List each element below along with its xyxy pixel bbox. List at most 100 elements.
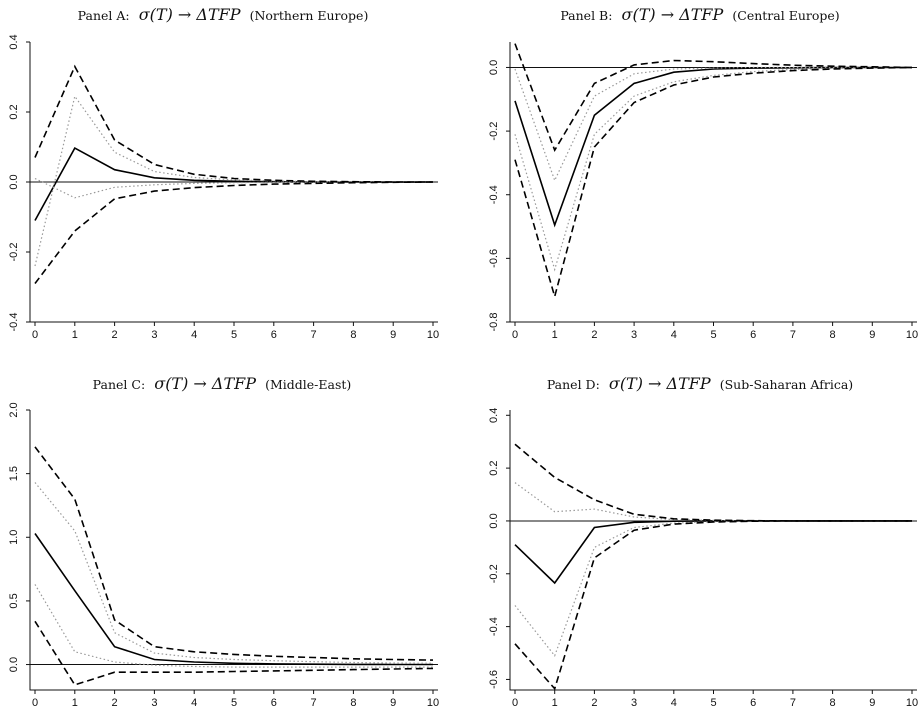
panel-a-title-symbol: σ(T) → ΔTFP [139,5,241,24]
panel-d-xtick-label: 6 [750,697,756,709]
panel-c-series-dotted-1 [34,482,434,664]
panel-b-title: Panel B: σ(T) → ΔTFP (Central Europe) [560,5,839,24]
panel-d-xtick-label: 4 [671,697,677,709]
panel-a-xtick-label: 1 [72,329,78,341]
panel-d-axes [509,410,917,691]
panel-a-xtick-label: 4 [191,329,197,341]
panel-b-xtick-label: 8 [830,329,836,341]
panel-b-xtick-label: 6 [750,329,756,341]
panel-d-xtick-label: 9 [869,697,875,709]
panel-d-xtick-label: 3 [631,697,637,709]
panel-b-xtick-label: 4 [671,329,677,341]
panel-b: Panel B: σ(T) → ΔTFP (Central Europe) -0… [488,5,918,341]
panel-b-ytick-label: -0.8 [488,313,500,332]
panel-b-xtick-label: 9 [869,329,875,341]
panel-d-xtick-label: 5 [710,697,716,709]
panel-a-series-dashed-3 [34,64,433,183]
panel-c-ytick-label: 0.0 [8,657,20,672]
panel-b-title-label: Panel B: [560,8,612,23]
panel-d-ytick-label: 0.4 [488,408,500,423]
panel-d-ytick-label: -0.4 [488,617,500,636]
panel-c-xtick-label: 10 [427,697,439,709]
panel-b-title-region: (Central Europe) [732,8,839,23]
panel-c-xtick-label: 1 [72,697,78,709]
panel-c-series-solid-0 [34,533,433,666]
panel-d-ytick-label: 0.0 [488,513,500,528]
panel-c-xtick-label: 9 [390,697,396,709]
panel-d-xtick-label: 8 [830,697,836,709]
panel-c-xtick-label: 3 [151,697,157,709]
panel-c-title: Panel C: σ(T) → ΔTFP (Middle-East) [93,374,352,393]
panel-a-xtick-label: 6 [271,329,277,341]
panel-c-xtick-label: 4 [191,697,197,709]
panel-a-title-region: (Northern Europe) [250,8,369,23]
panel-b-series-solid-0 [514,66,912,228]
panel-c-ytick-label: 1.0 [8,530,20,545]
panel-c-ytick-label: 1.5 [8,466,20,481]
panel-c-xtick-label: 8 [350,697,356,709]
panel-c-title-region: (Middle-East) [265,377,351,392]
panel-b-xtick-label: 7 [790,329,796,341]
panel-c-xtick-label: 0 [32,697,38,709]
panel-a-ytick-label: 0.4 [8,34,20,49]
panel-d-title-label: Panel D: [547,377,600,392]
panel-c: Panel C: σ(T) → ΔTFP (Middle-East) 0.0 0.… [8,374,439,709]
panel-d-xtick-label: 7 [790,697,796,709]
panel-a-xtick-label: 9 [390,329,396,341]
panel-a-ytick-label: 0.2 [8,104,20,119]
panel-d-xtick-label: 10 [906,697,918,709]
panel-d-series-dotted-2 [514,520,912,657]
panel-d: Panel D: σ(T) → ΔTFP (Sub-Saharan Africa… [488,374,918,709]
panel-c-title-label: Panel C: [93,377,146,392]
panel-b-xtick-label: 1 [552,329,558,341]
panel-b-xtick-label: 10 [906,329,918,341]
panel-a-title: Panel A: σ(T) → ΔTFP (Northern Europe) [78,5,369,24]
panel-c-xtick-label: 6 [271,697,277,709]
panel-c-xtick-label: 7 [311,697,317,709]
panel-d-ytick-label: 0.2 [488,460,500,475]
panel-d-ytick-label: -0.6 [488,670,500,689]
panel-b-series-dotted-2 [514,66,912,182]
panel-d-series-dotted-1 [514,482,912,522]
panel-b-xtick-label: 2 [591,329,597,341]
panel-b-xtick-label: 5 [710,329,716,341]
panel-b-ytick-label: -0.2 [488,122,500,141]
panel-a-series-dotted-2 [34,177,433,199]
panel-c-title-symbol: σ(T) → ΔTFP [154,374,256,393]
panel-d-xtick-label: 2 [591,697,597,709]
panel-d-title-region: (Sub-Saharan Africa) [720,377,853,392]
panel-b-series-dashed-3 [514,43,913,153]
panel-d-title-symbol: σ(T) → ΔTFP [609,374,711,393]
panel-b-series-dashed-4 [514,66,913,300]
panel-a-xtick-label: 8 [350,329,356,341]
panel-d-xtick-label: 1 [552,697,558,709]
panel-a-xtick-label: 7 [311,329,317,341]
panel-a-xtick-label: 0 [32,329,38,341]
panel-c-xtick-label: 2 [112,697,118,709]
panel-c-axes [29,410,438,691]
panel-a-ytick-label: -0.4 [8,313,20,332]
panel-b-xtick-label: 3 [631,329,637,341]
panel-c-series-dashed-4 [34,620,434,686]
panel-d-series-dashed-3 [514,443,912,522]
panel-c-ytick-label: 0.5 [8,593,20,608]
panel-a-ytick-label: -0.2 [8,243,20,262]
panel-d-title: Panel D: σ(T) → ΔTFP (Sub-Saharan Africa… [547,374,853,393]
panel-a-ytick-label: 0.0 [8,174,20,189]
panel-a-xtick-label: 3 [151,329,157,341]
panel-c-ytick-label: 2.0 [8,402,20,417]
panel-a-xtick-label: 5 [231,329,237,341]
panel-d-xtick-label: 0 [512,697,518,709]
panel-a-series-dashed-4 [34,181,434,284]
panel-b-xtick-label: 0 [512,329,518,341]
panel-b-ytick-label: -0.4 [488,185,500,204]
panel-a-xtick-label: 2 [112,329,118,341]
panel-a-series-solid-0 [34,147,433,221]
panel-d-ytick-label: -0.2 [488,564,500,583]
panel-d-series-solid-0 [514,520,912,585]
panel-a-title-label: Panel A: [78,8,130,23]
panel-a-series-dotted-1 [34,94,433,267]
panel-c-xtick-label: 5 [231,697,237,709]
panel-c-series-dashed-3 [34,446,434,661]
